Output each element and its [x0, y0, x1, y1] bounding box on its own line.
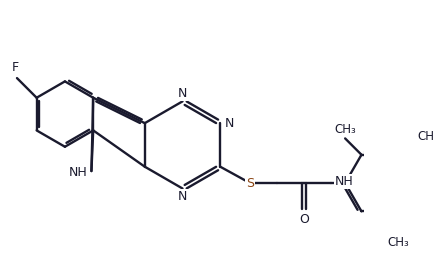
- Text: CH₃: CH₃: [386, 236, 408, 249]
- Text: F: F: [12, 61, 19, 74]
- Text: N: N: [178, 190, 187, 203]
- Text: CH₃: CH₃: [416, 130, 434, 143]
- Text: O: O: [299, 213, 309, 226]
- Text: N: N: [224, 117, 233, 130]
- Text: CH₃: CH₃: [333, 122, 355, 135]
- Text: NH: NH: [68, 166, 87, 179]
- Text: S: S: [246, 176, 253, 189]
- Text: NH: NH: [334, 175, 353, 188]
- Text: N: N: [178, 87, 187, 99]
